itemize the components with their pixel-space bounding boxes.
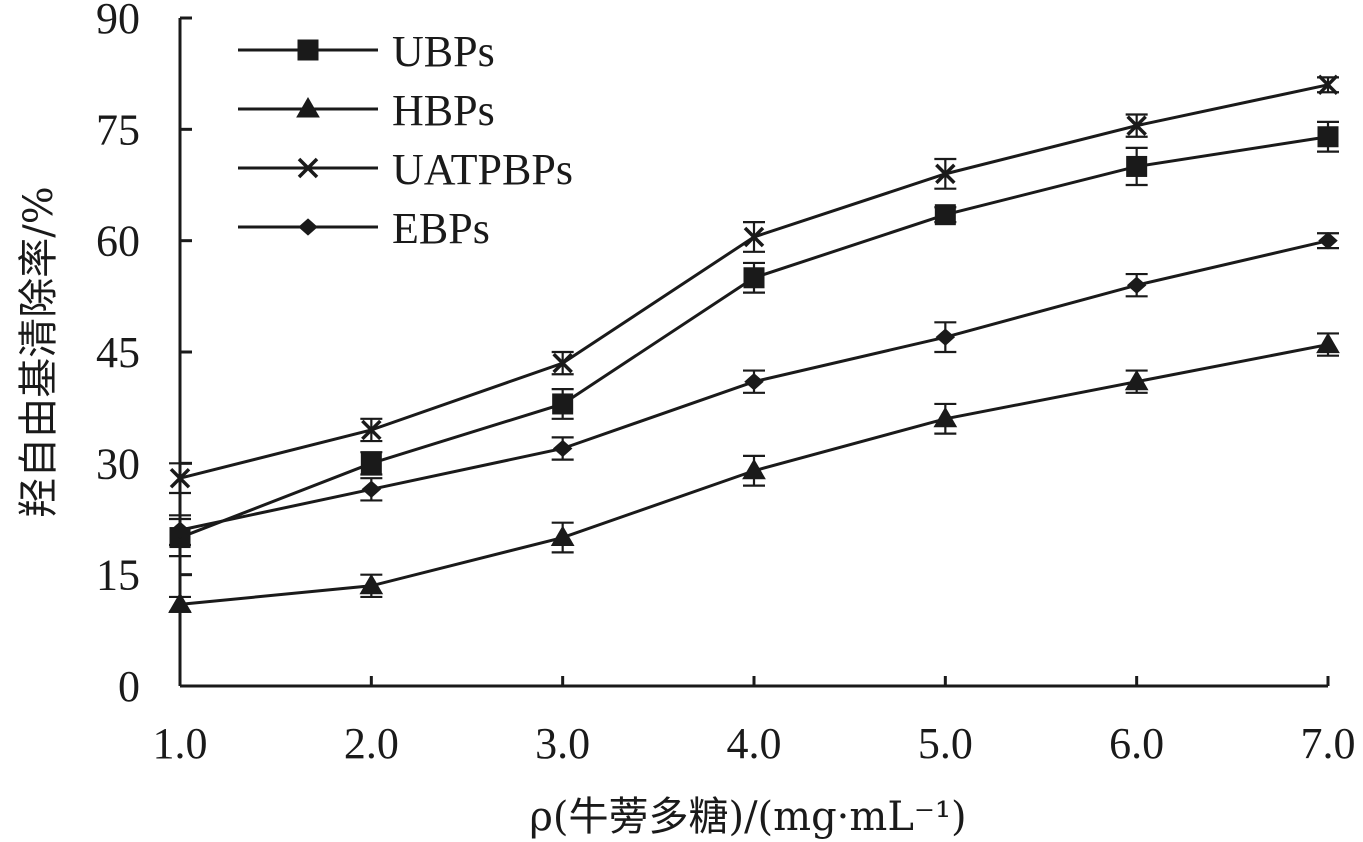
series-ubps xyxy=(169,120,1339,558)
y-tick-label: 75 xyxy=(96,105,140,154)
data-point-ubps xyxy=(1317,126,1339,148)
y-ticks: 0 15 30 45 60 75 90 xyxy=(96,0,192,711)
y-tick-label: 15 xyxy=(96,551,140,600)
data-point-ubps xyxy=(743,267,765,289)
data-point-hbps xyxy=(168,592,192,613)
cross-stroke xyxy=(1126,115,1147,136)
legend-item-hbps: HBPs xyxy=(238,86,495,135)
data-point-uatpbps xyxy=(935,163,956,185)
x-tick-label: 1.0 xyxy=(153,719,208,768)
x-tick-label: 6.0 xyxy=(1109,719,1164,768)
data-point-hbps xyxy=(1124,369,1149,391)
series-ebps xyxy=(169,231,1339,547)
legend-label: HBPs xyxy=(392,86,495,135)
legend: UBPs HBPs UATPBPs EBPs xyxy=(238,27,573,253)
cross-stroke xyxy=(361,419,382,441)
x-tick-label: 2.0 xyxy=(344,719,399,768)
x-tick-label: 4.0 xyxy=(727,719,782,768)
data-point-uatpbps xyxy=(1317,74,1339,96)
legend-marker-uatpbps xyxy=(297,157,319,179)
data-point-ebps xyxy=(935,328,956,346)
legend-label: EBPs xyxy=(392,204,490,253)
data-point-ebps xyxy=(1126,276,1147,294)
data-point-hbps xyxy=(742,458,766,480)
y-tick-label: 30 xyxy=(96,439,140,488)
legend-marker-ebps xyxy=(298,218,318,236)
x-ticks: 1.0 2.0 3.0 4.0 5.0 6.0 7.0 xyxy=(153,676,1356,768)
data-point-uatpbps xyxy=(552,352,573,374)
data-point-uatpbps xyxy=(361,419,382,441)
data-point-uatpbps xyxy=(169,467,191,489)
data-point-uatpbps xyxy=(1126,115,1147,136)
y-tick-label: 60 xyxy=(96,217,140,266)
legend-marker-hbps xyxy=(296,97,320,118)
y-axis-title: 羟自由基清除率/% xyxy=(16,186,62,517)
data-point-hbps xyxy=(933,406,958,428)
cross-stroke xyxy=(552,352,573,374)
cross-stroke xyxy=(743,226,765,248)
legend-item-ebps: EBPs xyxy=(238,204,490,253)
series-group xyxy=(168,74,1340,613)
data-point-ubps xyxy=(934,204,956,226)
data-point-hbps xyxy=(550,525,575,547)
cross-stroke xyxy=(1317,74,1339,96)
legend-marker-ubps xyxy=(297,39,319,61)
data-point-uatpbps xyxy=(743,226,765,248)
data-point-hbps xyxy=(359,573,384,595)
data-point-ebps xyxy=(1318,231,1338,250)
cross-stroke xyxy=(297,157,319,179)
cross-stroke xyxy=(935,163,956,185)
legend-item-uatpbps: UATPBPs xyxy=(238,145,573,194)
legend-label: UBPs xyxy=(392,27,495,76)
x-tick-label: 3.0 xyxy=(535,719,590,768)
data-point-ebps xyxy=(744,373,764,391)
data-point-ubps xyxy=(552,393,574,415)
data-point-ebps xyxy=(361,480,382,498)
cross-stroke xyxy=(169,467,191,489)
x-tick-label: 5.0 xyxy=(918,719,973,768)
x-axis-title: ρ(牛蒡多糖)/(mg·mL⁻¹) xyxy=(529,794,966,840)
legend-item-ubps: UBPs xyxy=(238,27,495,76)
data-point-ebps xyxy=(552,439,573,458)
data-point-hbps xyxy=(1316,332,1340,354)
y-tick-label: 0 xyxy=(118,662,140,711)
data-point-ubps xyxy=(360,452,382,474)
data-point-ubps xyxy=(1126,155,1148,177)
x-tick-label: 7.0 xyxy=(1301,719,1356,768)
legend-label: UATPBPs xyxy=(392,145,573,194)
series-hbps xyxy=(168,332,1340,613)
y-tick-label: 45 xyxy=(96,328,140,377)
data-point-ebps xyxy=(170,521,190,539)
y-tick-label: 90 xyxy=(96,0,140,43)
series-uatpbps xyxy=(169,74,1339,495)
axes xyxy=(178,18,1328,688)
